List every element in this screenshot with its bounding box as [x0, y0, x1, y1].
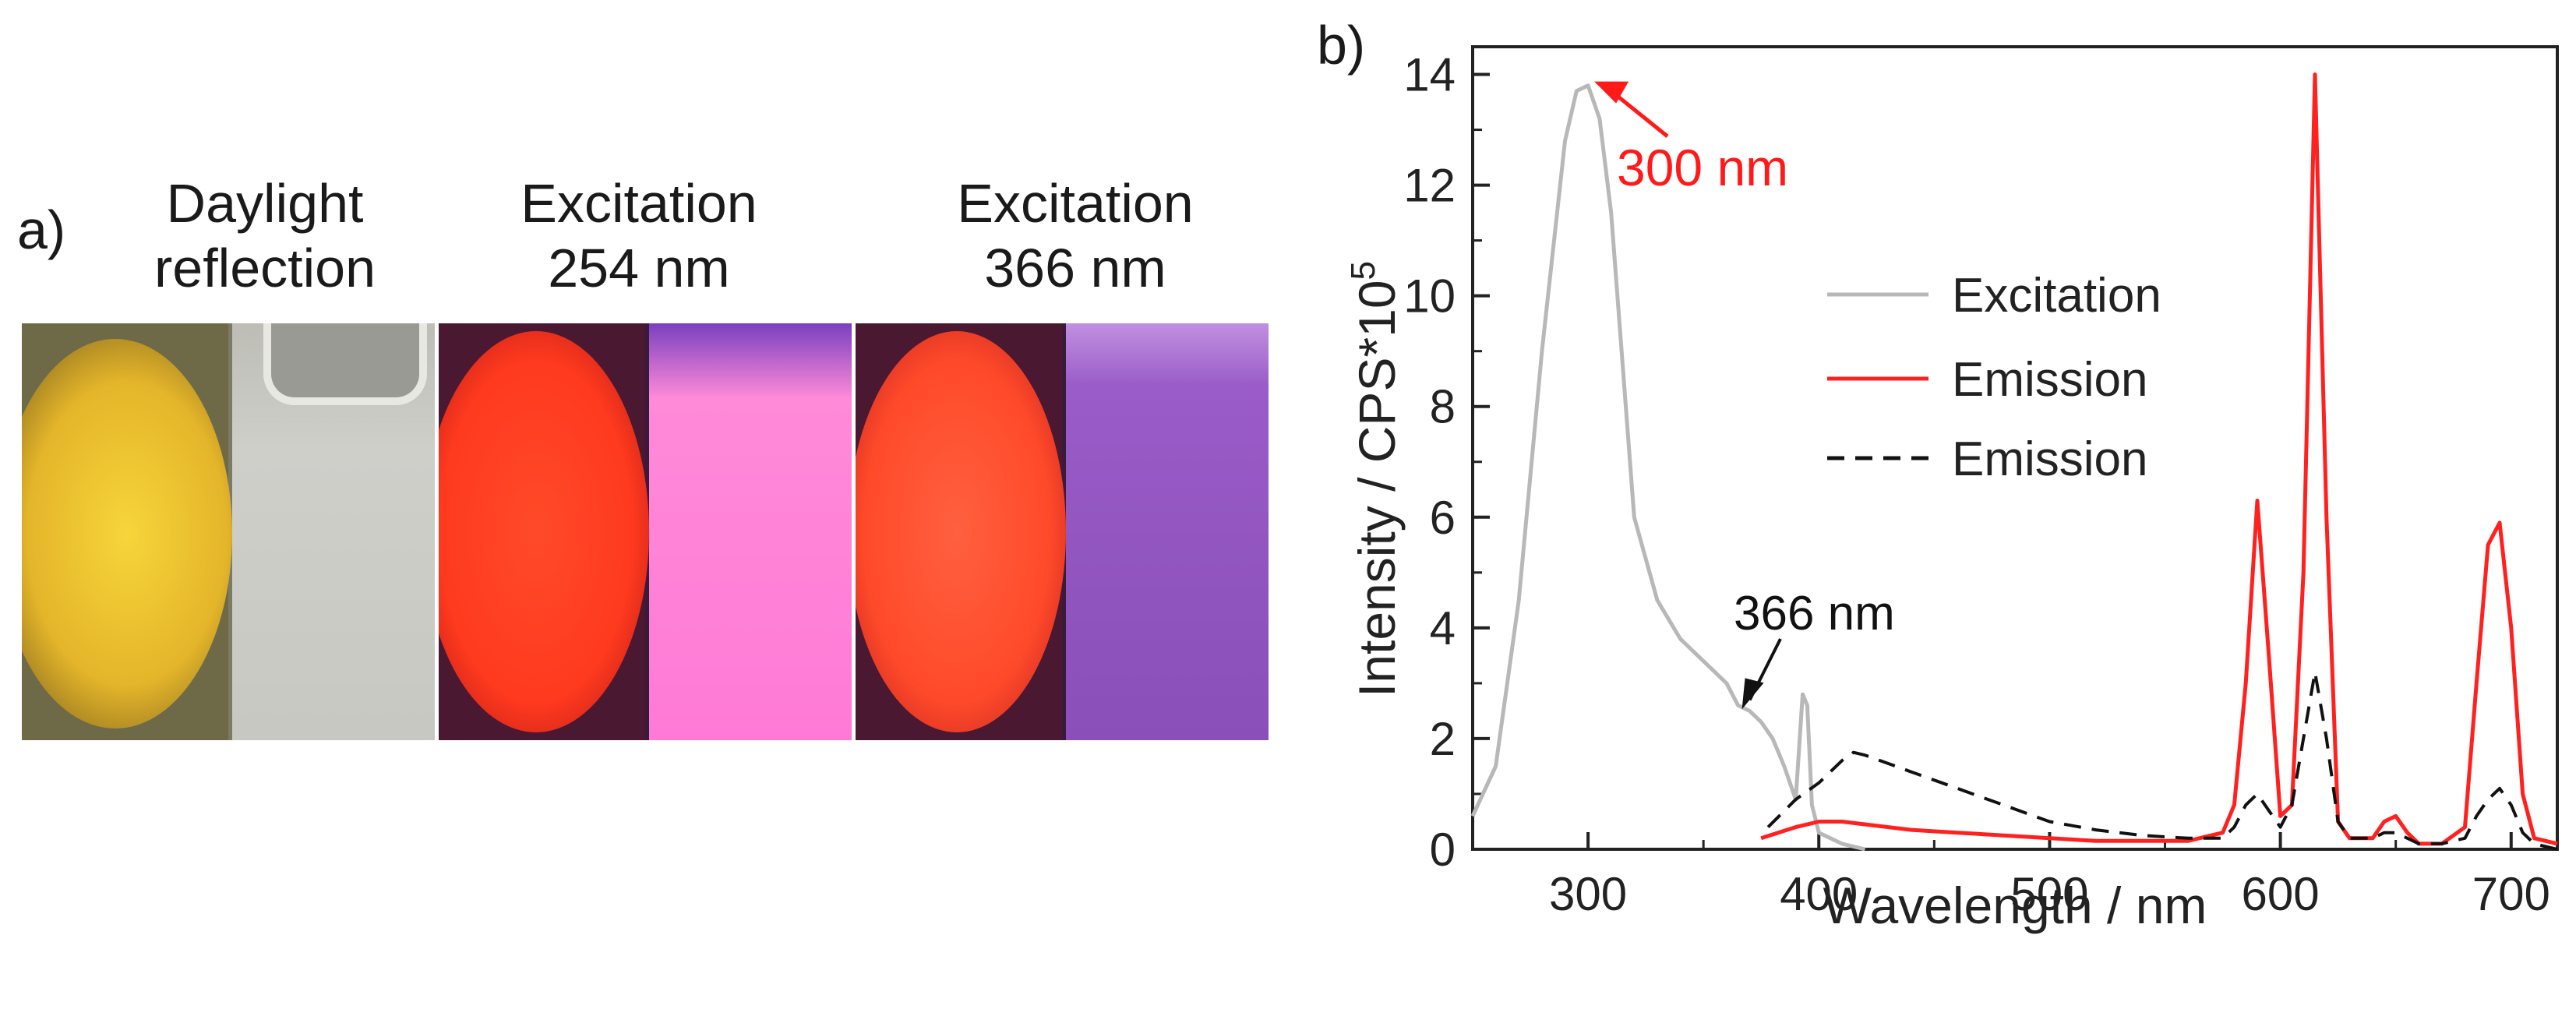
x-tick-label: 300	[1549, 868, 1627, 920]
photo-uv254-powder-blob	[439, 331, 649, 732]
y-axis-label: Intensity / CPS*105	[1344, 261, 1406, 697]
photo-3-caption-line2: 366 nm	[984, 237, 1166, 298]
photo-1-caption: Daylight reflection	[101, 171, 429, 300]
series-line-emission-red	[1760, 72, 2558, 846]
photo-uv254-vial	[649, 323, 852, 740]
annotation-366nm-label: 366 nm	[1734, 587, 1895, 640]
photo-daylight-vial-cap	[263, 323, 427, 405]
photo-2-caption-line1: Excitation	[520, 173, 757, 234]
y-tick-label: 0	[1430, 824, 1456, 876]
photo-uv366-powder-blob	[856, 331, 1066, 732]
x-tick-label: 500	[2010, 868, 2088, 920]
panel-b-label: b)	[1317, 15, 1366, 76]
photo-2-caption-line2: 254 nm	[548, 237, 730, 298]
photo-3-caption-line1: Excitation	[957, 173, 1194, 234]
series-line-excitation	[1470, 83, 1866, 852]
photo-uv254	[439, 323, 852, 740]
plot-frame	[1471, 45, 2559, 851]
y-axis-label-superscript: 5	[1344, 261, 1382, 280]
photo-uv366-vial	[1066, 323, 1269, 740]
photo-2-caption: Excitation 254 nm	[452, 171, 826, 300]
x-axis-label: Wavelength / nm	[1823, 877, 2207, 934]
legend-label-1: Emission	[1952, 353, 2148, 407]
photo-1-caption-line2: reflection	[154, 237, 376, 298]
y-tick-label: 4	[1430, 602, 1456, 654]
y-axis-label-main: Intensity / CPS*10	[1348, 280, 1406, 697]
y-tick-label: 12	[1403, 160, 1456, 212]
photo-daylight-powder-blob	[22, 339, 232, 728]
y-tick-label: 8	[1430, 381, 1456, 433]
annotation-300nm-arrowhead	[1594, 81, 1629, 104]
y-tick-label: 10	[1403, 270, 1456, 323]
photo-uv366	[856, 323, 1269, 740]
y-tick-label: 6	[1430, 492, 1456, 544]
x-tick-label: 600	[2242, 868, 2320, 920]
y-tick-label: 2	[1430, 713, 1456, 765]
x-tick-label: 400	[1780, 868, 1858, 920]
annotation-366nm-arrowhead	[1741, 678, 1764, 710]
legend-label-0: Excitation	[1952, 269, 2161, 323]
panel-a-label: a)	[17, 199, 66, 260]
annotation-300nm-label: 300 nm	[1617, 139, 1788, 196]
photo-daylight	[22, 323, 435, 740]
series-line-emission-dashed	[1766, 670, 2558, 851]
y-tick-label: 14	[1403, 49, 1456, 101]
legend-label-2: Emission	[1952, 432, 2148, 486]
photo-3-caption: Excitation 366 nm	[888, 171, 1262, 300]
x-tick-label: 700	[2472, 868, 2550, 920]
photo-1-caption-line1: Daylight	[166, 173, 364, 234]
